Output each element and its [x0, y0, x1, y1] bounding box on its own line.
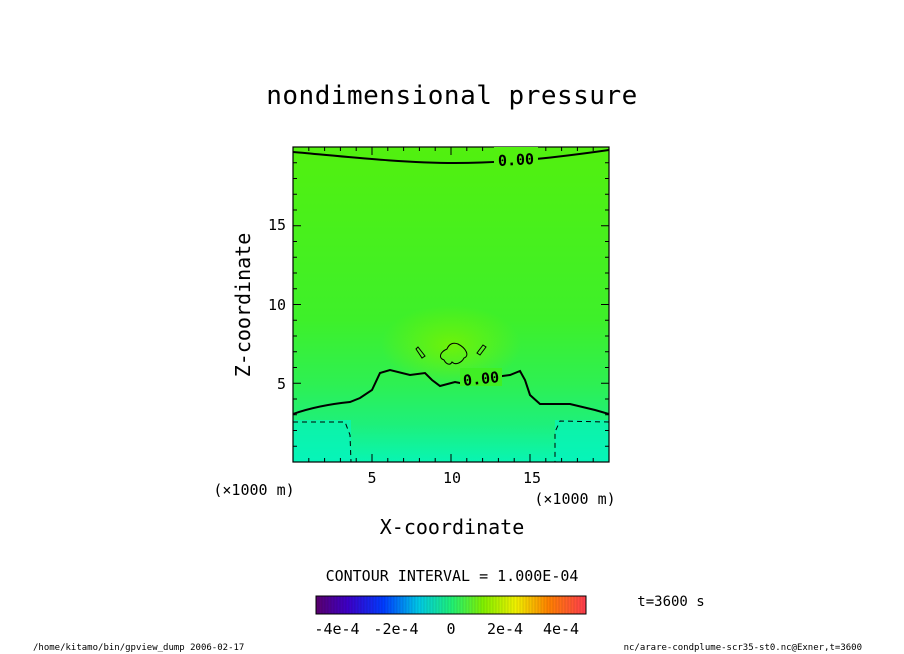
contour-interval-label: CONTOUR INTERVAL = 1.000E-04: [326, 567, 579, 585]
x-unit-label: (×1000 m): [534, 490, 615, 508]
contour-label-bg-lower: [460, 368, 502, 386]
contour-plume-right: [476, 344, 487, 356]
contour-negative-left: [293, 421, 352, 462]
y-tick-label: 5: [277, 375, 286, 393]
low-pressure-left: [293, 420, 351, 462]
colorbar-tick-label: 4e-4: [543, 620, 579, 638]
contour-label-lower: 0.00: [462, 368, 500, 390]
contour-label-bg-upper: [494, 147, 538, 167]
contour-plume-left: [415, 346, 426, 359]
footer-left: /home/kitamo/bin/gpview_dump 2006-02-17: [33, 643, 244, 653]
y-axis-title: Z-coordinate: [231, 233, 255, 378]
contour-label-upper: 0.00: [497, 150, 534, 170]
time-label: t=3600 s: [637, 594, 704, 610]
contour-upper-zero: [293, 149, 609, 165]
footer-right: nc/arare-condplume-scr35-st0.nc@Exner,t=…: [624, 643, 862, 653]
x-tick-label: 5: [367, 469, 376, 487]
y-tick-label: 15: [268, 216, 286, 234]
pressure-field: [293, 147, 609, 462]
x-axis-title: X-coordinate: [380, 515, 525, 539]
x-tick-label: 10: [443, 469, 461, 487]
contour-plume-center: [439, 342, 468, 365]
y-tick-label: 10: [268, 296, 286, 314]
contour-lower-zero: [293, 368, 609, 415]
y-unit-label: (×1000 m): [213, 481, 294, 499]
x-tick-label: 15: [523, 469, 541, 487]
colorbar-frame: [315, 595, 587, 615]
chart-title: nondimensional pressure: [266, 81, 638, 111]
colorbar-tick-label: 0: [446, 620, 455, 638]
colorbar: [315, 595, 587, 615]
colorbar-tick-label: -2e-4: [373, 620, 418, 638]
low-pressure-right: [555, 420, 609, 462]
contour-negative-right: [554, 420, 609, 462]
plot-area: [293, 147, 609, 462]
colorbar-tick-label: 2e-4: [487, 620, 523, 638]
plume-anomaly: [381, 305, 521, 385]
colorbar-tick-label: -4e-4: [314, 620, 359, 638]
